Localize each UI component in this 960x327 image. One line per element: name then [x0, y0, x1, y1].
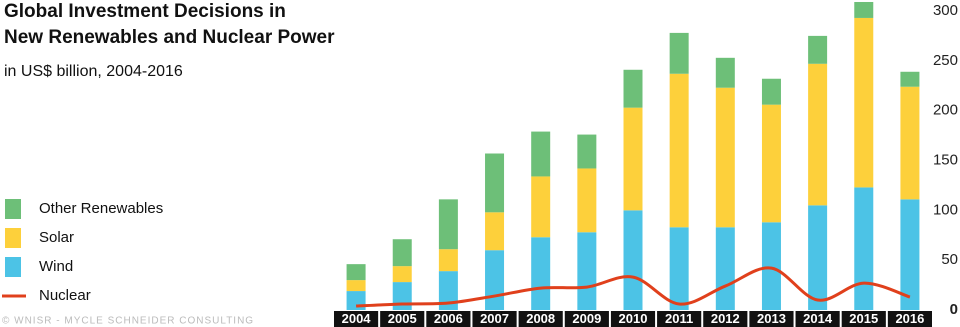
x-tick-box — [472, 311, 517, 327]
y-tick-label: 150 — [933, 151, 958, 168]
x-tick-box — [334, 311, 379, 327]
x-tick-label: 2010 — [619, 311, 648, 326]
bar-segment — [715, 57, 735, 88]
legend-swatch — [5, 257, 21, 277]
x-tick-box — [380, 311, 425, 327]
x-tick-label: 2009 — [572, 311, 601, 326]
bar-segment — [623, 69, 643, 108]
x-tick-label: 2013 — [757, 311, 786, 326]
x-tick-box — [887, 311, 932, 327]
bar-segment — [900, 199, 920, 310]
bar-segment — [346, 280, 366, 292]
bar-segment — [808, 35, 828, 64]
bar-segment — [577, 134, 597, 169]
bar-segment — [808, 63, 828, 206]
y-tick-label: 250 — [933, 52, 958, 69]
legend-label: Solar — [39, 229, 74, 246]
x-tick-label: 2004 — [342, 311, 372, 326]
bar-segment — [531, 237, 551, 310]
bar-segment — [854, 1, 874, 18]
y-tick-label: 100 — [933, 201, 958, 218]
legend-label: Other Renewables — [39, 200, 163, 217]
credit: © WNISR - MYCLE SCHNEIDER CONSULTING — [2, 316, 254, 327]
x-tick-box — [657, 311, 702, 327]
bar-segment — [854, 17, 874, 188]
bar-segment — [761, 222, 781, 310]
x-tick-label: 2016 — [895, 311, 924, 326]
x-tick-label: 2014 — [803, 311, 833, 326]
bar-segment — [485, 153, 505, 213]
x-tick-box — [564, 311, 609, 327]
bar-segment — [900, 71, 920, 87]
y-tick-label: 200 — [933, 102, 958, 119]
x-tick-label: 2005 — [388, 311, 417, 326]
x-tick-label: 2015 — [849, 311, 878, 326]
bar-segment — [392, 239, 412, 267]
bar-segment — [392, 266, 412, 283]
y-tick-label: 50 — [941, 251, 958, 268]
x-tick-label: 2011 — [665, 311, 693, 326]
y-tick-label: 300 — [933, 2, 958, 19]
legend-label: Nuclear — [39, 287, 91, 304]
bar-segment — [669, 32, 689, 74]
bar-segment — [438, 199, 458, 250]
chart-title: Global Investment Decisions in — [4, 1, 286, 22]
bar-segment — [577, 168, 597, 233]
bar-segment — [438, 271, 458, 310]
bar-segment — [669, 73, 689, 228]
bar-segment — [346, 264, 366, 281]
x-tick-box — [518, 311, 563, 327]
legend-swatch — [5, 199, 21, 219]
bar-segment — [577, 232, 597, 310]
x-tick-box — [841, 311, 886, 327]
x-tick-box — [703, 311, 748, 327]
bar-segment — [531, 176, 551, 238]
x-tick-box — [426, 311, 471, 327]
bar-segment — [623, 210, 643, 310]
chart-title: New Renewables and Nuclear Power — [4, 27, 335, 48]
x-tick-label: 2006 — [434, 311, 463, 326]
bar-segment — [531, 131, 551, 177]
legend-swatch — [5, 228, 21, 248]
x-tick-label: 2007 — [480, 311, 509, 326]
x-tick-box — [749, 311, 794, 327]
bar-segment — [900, 86, 920, 200]
y-tick-label: 0 — [950, 301, 958, 318]
bar-segment — [438, 249, 458, 272]
x-tick-box — [795, 311, 840, 327]
bar-segment — [623, 107, 643, 211]
bar-segment — [761, 78, 781, 105]
bar-segment — [485, 250, 505, 310]
bar-segment — [715, 87, 735, 228]
line — [356, 266, 911, 308]
legend-label: Wind — [39, 258, 73, 275]
bar-segment — [854, 187, 874, 310]
bar-segment — [392, 282, 412, 310]
bar-segment — [485, 212, 505, 251]
bar-segment — [715, 227, 735, 310]
bar-segment — [669, 227, 689, 310]
chart-subtitle: in US$ billion, 2004-2016 — [4, 63, 183, 80]
bar-segment — [808, 205, 828, 310]
bar-segment — [761, 104, 781, 223]
x-tick-label: 2012 — [711, 311, 740, 326]
x-tick-label: 2008 — [526, 311, 555, 326]
x-tick-box — [610, 311, 656, 327]
